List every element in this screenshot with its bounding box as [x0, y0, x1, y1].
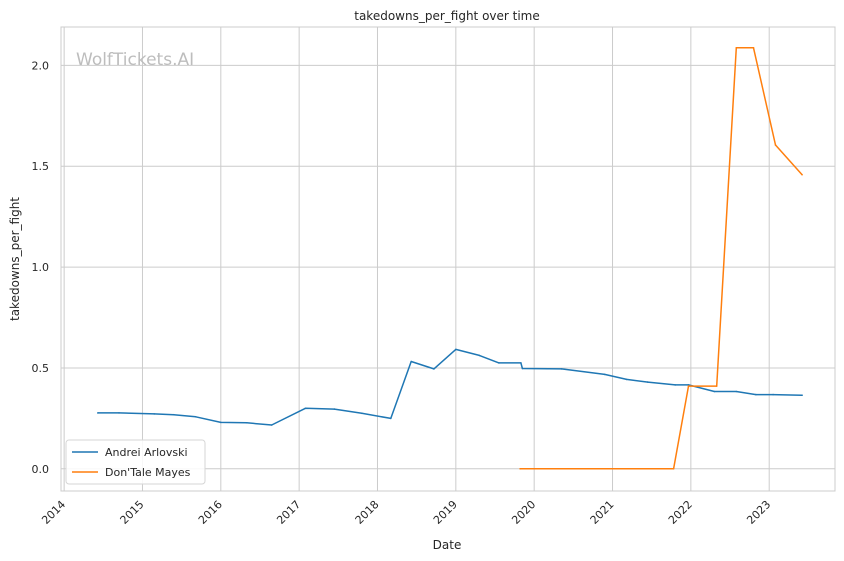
- legend: Andrei Arlovski Don'Tale Mayes: [65, 439, 206, 485]
- data-point-andrei-arlovski-5: [220, 421, 222, 424]
- data-point-andrei-arlovski-4: [194, 416, 197, 418]
- data-point-andrei-arlovski-0: [97, 412, 99, 414]
- data-point-andrei-arlovski-17: [520, 362, 522, 364]
- y-tick-label-1.5: 1.5: [32, 160, 50, 173]
- data-point-andrei-arlovski-16: [498, 362, 500, 364]
- data-point-don-tale-mayes-2: [687, 385, 690, 387]
- data-point-andrei-arlovski-10: [361, 412, 363, 415]
- data-point-andrei-arlovski-14: [455, 348, 457, 351]
- y-tick-label-0.0: 0.0: [32, 463, 50, 476]
- watermark: WolfTickets.AI: [76, 50, 194, 70]
- data-point-andrei-arlovski-25: [713, 390, 716, 393]
- data-point-don-tale-mayes-0: [519, 468, 521, 470]
- data-point-andrei-arlovski-26: [735, 390, 738, 393]
- data-point-andrei-arlovski-23: [674, 384, 676, 386]
- data-point-andrei-arlovski-1: [118, 412, 120, 414]
- data-point-andrei-arlovski-9: [333, 408, 336, 410]
- data-point-andrei-arlovski-20: [603, 373, 606, 376]
- data-point-andrei-arlovski-13: [433, 368, 435, 370]
- data-point-don-tale-mayes-1: [672, 468, 675, 470]
- data-point-don-tale-mayes-4: [735, 47, 738, 49]
- data-point-andrei-arlovski-3: [173, 413, 175, 416]
- data-point-andrei-arlovski-11: [390, 417, 392, 420]
- data-point-andrei-arlovski-7: [270, 424, 273, 426]
- data-point-andrei-arlovski-12: [410, 360, 413, 363]
- data-point-andrei-arlovski-15: [478, 354, 481, 357]
- y-tick-label-0.5: 0.5: [32, 362, 50, 375]
- data-point-don-tale-mayes-5: [752, 47, 755, 49]
- y-tick-label-1.0: 1.0: [32, 261, 50, 274]
- data-point-andrei-arlovski-6: [245, 422, 248, 424]
- series-line-don-tale-mayes: [520, 47, 803, 470]
- data-point-don-tale-mayes-3: [715, 385, 718, 387]
- data-point-don-tale-mayes-7: [801, 173, 803, 176]
- data-point-andrei-arlovski-28: [772, 393, 774, 396]
- plot-frame: [60, 26, 836, 492]
- x-axis-label: Date: [433, 538, 462, 552]
- chart-title: takedowns_per_fight over time: [354, 9, 540, 23]
- data-point-andrei-arlovski-24: [687, 384, 690, 386]
- data-point-andrei-arlovski-29: [801, 394, 803, 397]
- data-point-andrei-arlovski-27: [755, 393, 757, 396]
- data-point-andrei-arlovski-19: [560, 368, 563, 370]
- data-point-andrei-arlovski-2: [153, 413, 155, 415]
- y-axis-label: takedowns_per_fight: [8, 197, 22, 321]
- data-point-andrei-arlovski-21: [625, 378, 628, 381]
- y-tick-label-2.0: 2.0: [32, 59, 50, 72]
- data-point-andrei-arlovski-18: [521, 367, 524, 370]
- legend-box: [65, 439, 206, 485]
- series-layer: [97, 47, 803, 470]
- legend-label-andrei-arlovski: Andrei Arlovski: [105, 446, 188, 459]
- data-point-andrei-arlovski-8: [304, 407, 307, 410]
- legend-label-dontale-mayes: Don'Tale Mayes: [105, 466, 191, 479]
- data-point-andrei-arlovski-22: [647, 381, 649, 383]
- data-point-don-tale-mayes-6: [774, 144, 777, 146]
- grid: [61, 27, 835, 491]
